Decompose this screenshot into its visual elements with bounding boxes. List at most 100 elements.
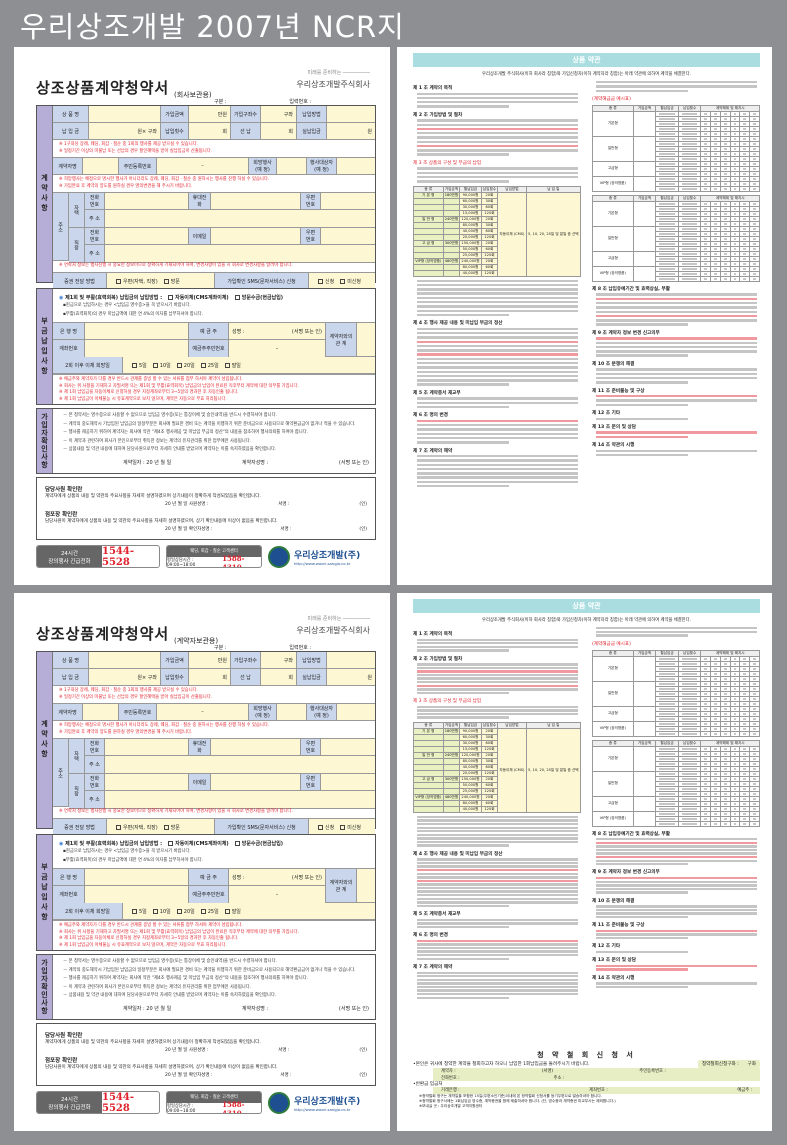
sms-no-apply-label: 미신청 <box>347 824 362 831</box>
account-input[interactable] <box>85 886 189 903</box>
day-2-checkbox[interactable] <box>176 908 182 914</box>
relation-input[interactable] <box>357 869 375 903</box>
day-0-checkbox[interactable] <box>132 908 137 914</box>
phone-input[interactable] <box>105 774 189 790</box>
post-checkbox[interactable] <box>116 824 121 830</box>
account-input[interactable] <box>85 340 189 357</box>
zip-input[interactable] <box>321 193 375 209</box>
day-3-checkbox[interactable] <box>200 908 206 914</box>
day-1-checkbox[interactable] <box>152 908 158 914</box>
address-input[interactable] <box>105 245 375 262</box>
label: 증권 전달 방법 <box>53 272 107 290</box>
day-4-checkbox[interactable] <box>224 908 230 914</box>
rrn-input[interactable]: – <box>157 704 249 720</box>
label: 계약자와의 관 계 <box>329 879 353 893</box>
section-title: 제 1 조 계약의 목적 <box>413 86 453 91</box>
accounts-input[interactable]: 구좌 <box>261 652 297 668</box>
event-target-input[interactable] <box>337 704 375 720</box>
address-input[interactable] <box>105 756 375 773</box>
text-line <box>417 978 579 982</box>
text-line <box>596 848 758 852</box>
method-input[interactable] <box>327 652 375 668</box>
sig: 서명 : <box>278 1048 290 1053</box>
label-text: 납입횟수 <box>165 674 184 681</box>
text-line <box>417 428 579 431</box>
holder-rrn-input[interactable]: – <box>229 886 325 903</box>
mobile-input[interactable] <box>211 739 301 755</box>
text-line <box>596 403 689 407</box>
sms-no-apply-checkbox[interactable] <box>340 824 346 830</box>
day-0-label: 5일 <box>139 362 147 369</box>
text-line <box>417 705 579 709</box>
sms-apply-checkbox[interactable] <box>318 278 323 284</box>
hope-event-input[interactable] <box>277 158 307 174</box>
count-input[interactable]: 회 <box>189 123 231 139</box>
phone-input[interactable] <box>105 739 189 755</box>
amount-input[interactable]: 만원 <box>189 106 231 122</box>
pay-warning: ※ 제 1회 납입금이 이체불능 시 유효계약으로 보지 않으며, 계약은 자동… <box>59 396 227 402</box>
zip-input[interactable] <box>321 774 375 790</box>
payment-input[interactable]: 원× 구좌 <box>89 669 161 685</box>
label-text: 계약자명 <box>58 163 77 170</box>
event-target-input[interactable] <box>337 158 375 174</box>
address-input[interactable] <box>105 210 375 227</box>
text-line <box>417 975 579 978</box>
label: 예 금 주 <box>189 869 229 885</box>
relation-input[interactable] <box>357 323 375 357</box>
payment-input[interactable]: 원× 구좌 <box>89 123 161 139</box>
phone-input[interactable] <box>105 228 189 244</box>
sms-apply-checkbox[interactable] <box>318 824 323 830</box>
method-input[interactable] <box>327 106 375 122</box>
text-line <box>417 301 579 304</box>
text-line <box>596 863 689 866</box>
zip-input[interactable] <box>321 739 375 755</box>
rrn-input[interactable]: – <box>157 158 249 174</box>
text-line <box>417 132 579 135</box>
visit-checkbox[interactable] <box>163 824 169 830</box>
day-0-checkbox[interactable] <box>132 362 137 368</box>
email-input[interactable] <box>211 228 301 244</box>
text-line <box>417 370 579 373</box>
cash-checkbox[interactable] <box>234 841 240 846</box>
post-checkbox[interactable] <box>116 278 121 284</box>
count-input[interactable]: 회 <box>189 669 231 685</box>
zip-input[interactable] <box>321 228 375 244</box>
day-2-checkbox[interactable] <box>176 362 182 368</box>
actual-input[interactable]: 원 <box>327 123 375 139</box>
day-4-checkbox[interactable] <box>224 362 230 368</box>
contractor-name-input[interactable] <box>83 158 119 174</box>
label: (서명) <box>541 1069 554 1075</box>
hope-event-input[interactable] <box>277 704 307 720</box>
text-line <box>417 709 579 712</box>
column-header: 가입금액 <box>442 185 461 193</box>
text-line <box>596 845 758 848</box>
day-1-label: 10일 <box>159 362 171 369</box>
prepay-input[interactable]: 회 <box>261 669 297 685</box>
day-1-checkbox[interactable] <box>152 362 158 368</box>
amount-input[interactable]: 만원 <box>189 652 231 668</box>
text-line <box>596 915 689 919</box>
label: 계좌번호 <box>53 340 85 357</box>
holder-rrn-input[interactable]: – <box>229 340 325 357</box>
section-side-label: 부금납입사항 <box>37 289 53 404</box>
bank-input[interactable] <box>85 323 189 339</box>
product-name-input[interactable] <box>89 652 161 668</box>
email-input[interactable] <box>211 774 301 790</box>
cash-checkbox[interactable] <box>234 295 240 300</box>
bank-input[interactable] <box>85 869 189 885</box>
text-line <box>417 149 579 152</box>
auto-transfer-checkbox[interactable] <box>168 841 174 846</box>
sms-no-apply-checkbox[interactable] <box>340 278 346 284</box>
phone-input[interactable] <box>105 193 189 209</box>
auto-transfer-checkbox[interactable] <box>168 295 174 300</box>
contractor-name-input[interactable] <box>83 704 119 720</box>
actual-input[interactable]: 원 <box>327 669 375 685</box>
mobile-input[interactable] <box>211 193 301 209</box>
accounts-input[interactable]: 구좌 <box>261 106 297 122</box>
address-input[interactable] <box>105 791 375 808</box>
day-3-checkbox[interactable] <box>200 362 206 368</box>
seal: (인) <box>359 1073 367 1078</box>
product-name-input[interactable] <box>89 106 161 122</box>
visit-checkbox[interactable] <box>163 278 169 284</box>
prepay-input[interactable]: 회 <box>261 123 297 139</box>
